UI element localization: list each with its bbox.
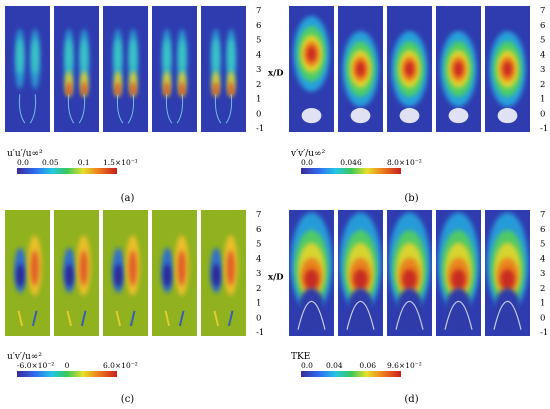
quantity-label: v′v′/u∞² (290, 149, 326, 159)
colorbar-tick-label: 8.0×10⁻² (387, 158, 422, 167)
y-tick-label: 0 (540, 109, 545, 119)
panel-caption: (d) (404, 394, 418, 405)
y-tick-label: 4 (540, 50, 545, 60)
y-tick-label: 3 (540, 269, 545, 279)
y-tick-label: 4 (256, 254, 261, 264)
contour-subplot (485, 6, 530, 132)
y-tick-label: 0 (256, 313, 261, 323)
axis-label: x/D (268, 272, 284, 282)
colorbar-tick-label: 0.0 (17, 158, 29, 167)
y-tick-label: 3 (540, 65, 545, 75)
panel-a: 7 6 5 4 3 2 1 0 -1 x/D u′u′/u∞²0.0 0.05 0.1 1.5×10⁻¹ (… (5, 6, 284, 204)
y-tick-label: 6 (540, 225, 545, 235)
y-tick-label: 0 (256, 109, 261, 119)
colorbar-tick-label: 0.05 (42, 158, 59, 167)
quantity-label: u′v′/u∞² (7, 352, 42, 362)
y-tick-label: 7 (540, 210, 545, 220)
contour-subplot (5, 210, 50, 336)
panel-caption: (b) (404, 193, 418, 204)
contour-subplot (289, 210, 334, 336)
colorbar-tick-label: 0.046 (340, 158, 362, 167)
y-tick-label: 6 (256, 225, 261, 235)
contour-subplot (152, 210, 197, 336)
y-tick-label: 1 (540, 299, 545, 309)
y-tick-label: 2 (256, 284, 261, 294)
contour-subplot (201, 210, 246, 336)
contour-subplot (436, 6, 481, 132)
contour-subplot (338, 210, 383, 336)
panel-caption: (c) (121, 394, 135, 405)
y-tick-label: -1 (256, 124, 264, 134)
contour-subplot (54, 210, 99, 336)
y-tick-label: 5 (256, 36, 261, 46)
y-tick-label: 2 (540, 80, 545, 90)
colorbar-tick-label: 6.0×10⁻² (103, 361, 138, 370)
y-tick-label: 1 (256, 299, 261, 309)
contour-subplot (54, 6, 99, 132)
y-tick-label: 6 (256, 21, 261, 31)
y-tick-label: 2 (256, 80, 261, 90)
y-tick-label: 4 (256, 50, 261, 60)
y-tick-label: 4 (540, 254, 545, 264)
colorbar-tick-label: 1.5×10⁻¹ (103, 158, 138, 167)
contour-subplot (103, 210, 148, 336)
y-tick-label: 5 (256, 240, 261, 250)
colorbar-tick-label: 0.0 (301, 361, 313, 370)
colorbar-tick-label: 9.6×10⁻² (387, 361, 422, 370)
y-tick-label: 2 (540, 284, 545, 294)
y-tick-label: 5 (540, 240, 545, 250)
y-tick-label: 6 (540, 21, 545, 31)
contour-subplot (289, 6, 334, 132)
y-tick-label: 7 (256, 6, 261, 16)
quantity-label: TKE (291, 352, 310, 362)
y-axis: 7 6 5 4 3 2 1 0 -1 x/D (256, 6, 284, 134)
y-tick-label: 7 (540, 6, 545, 16)
colorbar-tick-label: 0 (65, 361, 70, 370)
contour-subplot (152, 6, 197, 132)
colorbar (17, 168, 117, 174)
contour-subplot (103, 6, 148, 132)
y-tick-label: 3 (256, 65, 261, 75)
panel-caption: (a) (121, 193, 135, 204)
y-tick-label: 1 (256, 95, 261, 105)
colorbar (17, 371, 117, 377)
contour-subplot (485, 210, 530, 336)
colorbar-tick-label: 0.0 (301, 158, 313, 167)
colorbar-tick-label: 0.04 (326, 361, 343, 370)
y-tick-label: -1 (540, 124, 548, 134)
contour-subplot (436, 210, 481, 336)
y-tick-label: -1 (540, 328, 548, 338)
y-tick-label: -1 (256, 328, 264, 338)
contour-subplot (338, 6, 383, 132)
contour-subplot (201, 6, 246, 132)
y-tick-label: 0 (540, 313, 545, 323)
y-tick-label: 7 (256, 210, 261, 220)
y-tick-label: 3 (256, 269, 261, 279)
colorbar (301, 371, 401, 377)
colorbar (301, 168, 401, 174)
panel-c: 7 6 5 4 3 2 1 0 -1 x/D u′v′/u∞²-6.0×10⁻² 0 6.0×10⁻² (… (5, 210, 284, 405)
y-axis: 7 6 5 4 3 2 1 0 -1 x/D (256, 210, 284, 338)
contour-subplot (5, 6, 50, 132)
quantity-label: u′u′/u∞² (7, 149, 43, 159)
y-tick-label: 5 (540, 36, 545, 46)
y-tick-label: 1 (540, 95, 545, 105)
colorbar-tick-label: 0.1 (78, 158, 90, 167)
axis-label: x/D (268, 68, 284, 78)
contour-subplot (387, 210, 432, 336)
colorbar-tick-label: 0.06 (359, 361, 376, 370)
contour-subplot (387, 6, 432, 132)
colorbar-tick-label: -6.0×10⁻² (17, 361, 54, 370)
